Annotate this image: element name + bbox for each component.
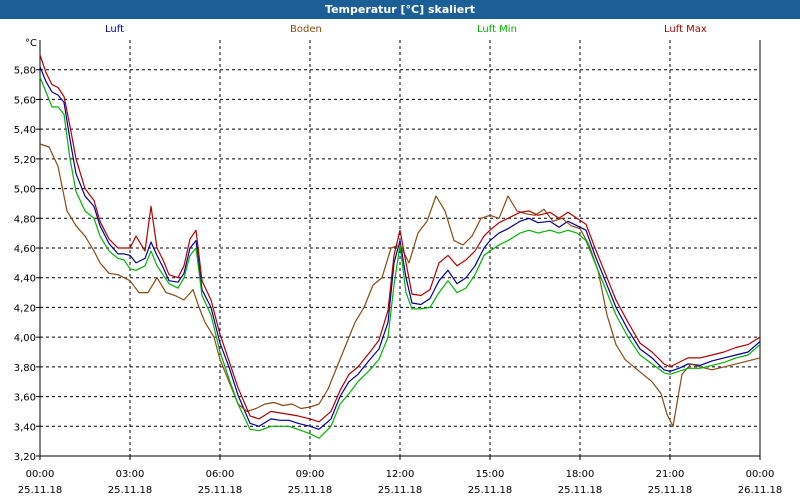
x-tick-time: 18:00 — [566, 469, 595, 480]
legend-luft: Luft — [105, 24, 124, 35]
x-tick-date: 25.11.18 — [288, 485, 333, 496]
x-tick-date: 25.11.18 — [648, 485, 693, 496]
x-tick-date: 25.11.18 — [378, 485, 423, 496]
y-tick-label: 3,40 — [14, 422, 36, 433]
y-tick-label: 3,80 — [14, 363, 36, 374]
series-line-luft-max — [39, 54, 761, 423]
y-tick-label: 5,40 — [14, 125, 36, 136]
x-tick-date: 25.11.18 — [558, 485, 603, 496]
y-tick-label: 5,00 — [14, 185, 36, 196]
y-tick-label: 3,20 — [14, 452, 36, 463]
y-tick-label: 5,20 — [14, 155, 36, 166]
y-tick-label: 4,00 — [14, 333, 36, 344]
y-tick-label: 3,60 — [14, 393, 36, 404]
x-tick-date: 25.11.18 — [18, 485, 63, 496]
y-tick-label: 4,80 — [14, 214, 36, 225]
series-line-luft — [39, 66, 761, 430]
x-tick-time: 15:00 — [476, 469, 505, 480]
y-tick-label: 4,60 — [14, 244, 36, 255]
chart-title-bar — [0, 0, 800, 19]
y-tick-label: 5,80 — [14, 66, 36, 77]
y-tick-label: 5,60 — [14, 95, 36, 106]
x-tick-time: 09:00 — [296, 469, 325, 480]
series-line-boden — [39, 143, 761, 427]
y-axis-unit: °C — [25, 38, 37, 49]
x-tick-time: 03:00 — [116, 469, 145, 480]
y-tick-label: 4,40 — [14, 274, 36, 285]
chart-title: Temperatur [°C] skaliert — [325, 3, 475, 16]
x-tick-time: 21:00 — [656, 469, 685, 480]
series-line-luft-min — [39, 76, 761, 439]
x-tick-date: 25.11.18 — [468, 485, 513, 496]
x-tick-time: 06:00 — [206, 469, 235, 480]
x-tick-time: 00:00 — [746, 469, 775, 480]
x-tick-date: 25.11.18 — [198, 485, 243, 496]
x-tick-date: 25.11.18 — [108, 485, 153, 496]
x-tick-date: 26.11.18 — [738, 485, 783, 496]
legend-boden: Boden — [290, 24, 322, 35]
y-tick-label: 4,20 — [14, 303, 36, 314]
legend-luft-max: Luft Max — [664, 24, 707, 35]
x-tick-time: 00:00 — [26, 469, 55, 480]
x-tick-time: 12:00 — [386, 469, 415, 480]
legend-luft-min: Luft Min — [477, 24, 517, 35]
